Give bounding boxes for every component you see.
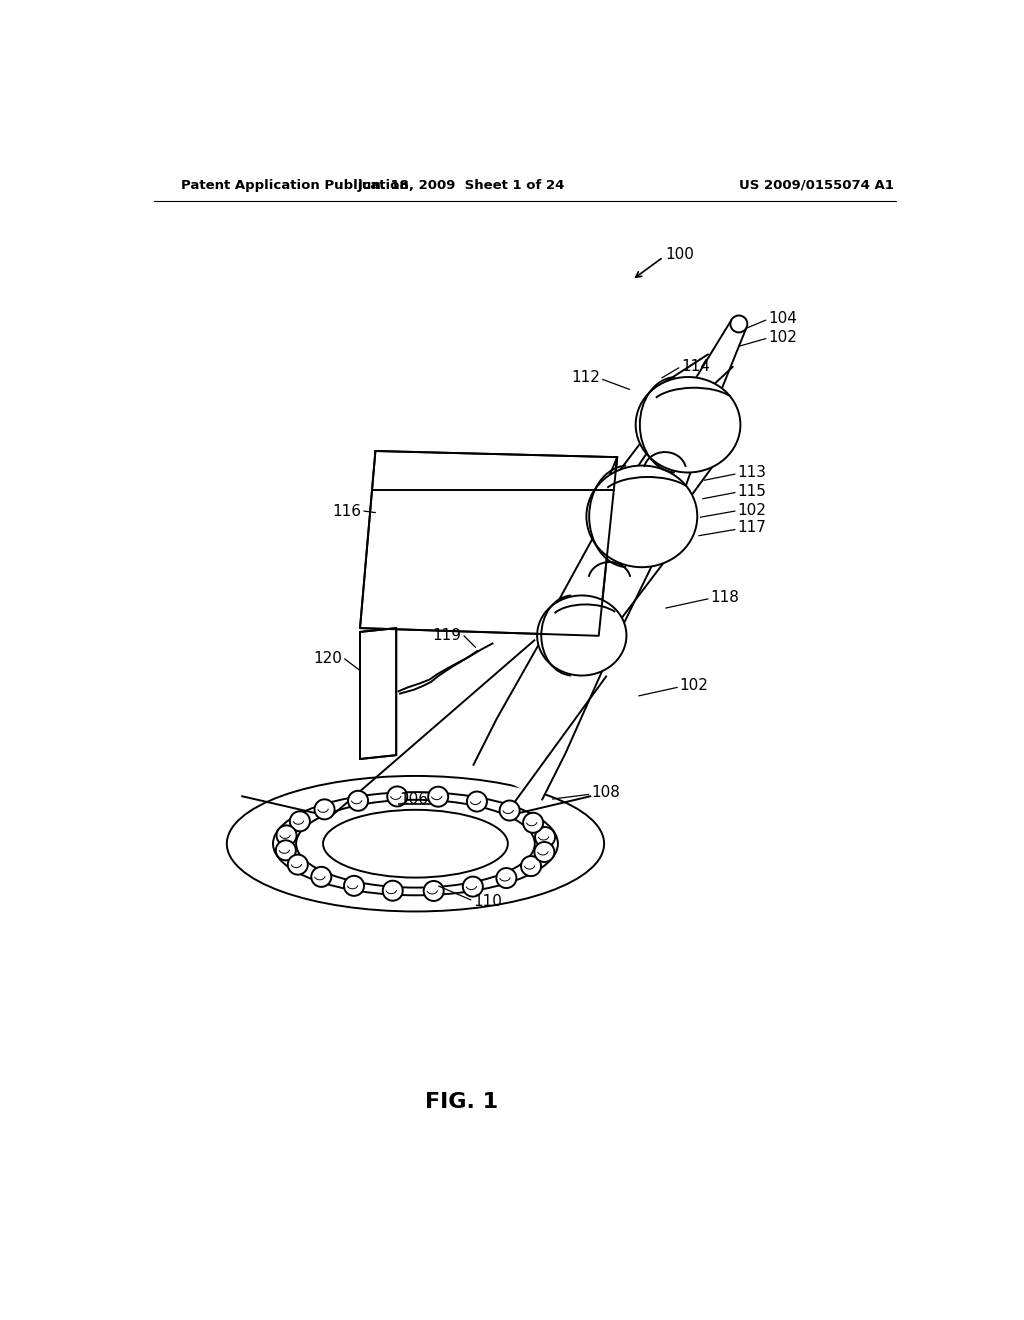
Circle shape [276, 825, 297, 845]
Text: 110: 110 [473, 894, 502, 909]
Circle shape [424, 880, 443, 902]
Circle shape [523, 813, 543, 833]
Circle shape [467, 792, 487, 812]
Text: US 2009/0155074 A1: US 2009/0155074 A1 [739, 178, 894, 191]
Polygon shape [360, 451, 617, 636]
Circle shape [348, 791, 368, 810]
Text: 113: 113 [737, 465, 766, 480]
Text: 118: 118 [711, 590, 739, 605]
Text: 104: 104 [768, 312, 797, 326]
Circle shape [290, 812, 310, 832]
Ellipse shape [587, 466, 697, 568]
Circle shape [463, 876, 483, 896]
Text: 120: 120 [313, 651, 342, 667]
Text: 119: 119 [433, 628, 462, 643]
Text: 108: 108 [591, 785, 620, 800]
Circle shape [275, 841, 296, 861]
Circle shape [521, 857, 541, 876]
Text: 117: 117 [737, 520, 766, 536]
Circle shape [730, 315, 748, 333]
Circle shape [311, 867, 332, 887]
Ellipse shape [323, 810, 508, 878]
Text: 112: 112 [571, 371, 600, 385]
Text: 106: 106 [399, 792, 428, 807]
Ellipse shape [538, 595, 627, 676]
Text: 115: 115 [737, 484, 766, 499]
Circle shape [383, 880, 402, 900]
Circle shape [288, 854, 308, 875]
Circle shape [535, 842, 554, 862]
Polygon shape [360, 628, 396, 759]
Circle shape [500, 800, 519, 821]
Ellipse shape [636, 378, 740, 473]
Text: 100: 100 [666, 247, 694, 263]
Circle shape [314, 800, 335, 820]
Text: 102: 102 [737, 503, 766, 517]
Text: Jun. 18, 2009  Sheet 1 of 24: Jun. 18, 2009 Sheet 1 of 24 [358, 178, 565, 191]
Text: 102: 102 [768, 330, 797, 346]
Circle shape [497, 869, 516, 888]
Ellipse shape [226, 776, 604, 911]
Text: Patent Application Publication: Patent Application Publication [180, 178, 409, 191]
Circle shape [428, 787, 449, 807]
Circle shape [344, 876, 364, 896]
Circle shape [536, 828, 555, 847]
Polygon shape [473, 321, 746, 800]
Text: FIG. 1: FIG. 1 [425, 1092, 499, 1111]
Text: 114: 114 [681, 359, 710, 374]
Text: 102: 102 [680, 678, 709, 693]
Ellipse shape [296, 800, 535, 887]
Ellipse shape [273, 792, 558, 895]
Text: 116: 116 [333, 503, 361, 519]
Circle shape [387, 787, 408, 807]
